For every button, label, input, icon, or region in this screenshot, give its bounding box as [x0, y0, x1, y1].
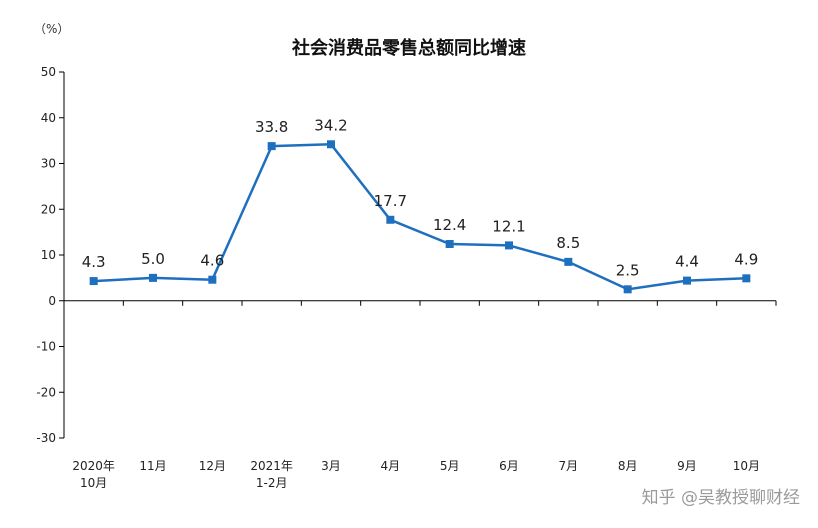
x-tick-label: 8月	[618, 459, 638, 473]
watermark: 知乎 @吴教授聊财经	[641, 488, 800, 508]
data-label: 4.6	[200, 252, 224, 270]
data-point	[267, 142, 276, 151]
data-point	[623, 285, 632, 294]
data-label: 5.0	[141, 250, 165, 268]
x-tick-label: 2021年 1-2月	[250, 459, 293, 490]
data-label: 12.4	[433, 216, 466, 234]
x-tick-label: 4月	[381, 459, 401, 473]
x-tick-label: 11月	[139, 459, 166, 473]
x-tick-label: 7月	[559, 459, 579, 473]
data-label: 12.1	[492, 217, 525, 235]
data-point	[386, 215, 395, 224]
series	[89, 140, 751, 294]
x-tick-label: 2020年 10月	[72, 459, 115, 490]
y-tick-label: -10	[36, 340, 56, 354]
series-line	[93, 143, 747, 291]
y-tick-label: -30	[36, 431, 56, 445]
data-point	[89, 277, 98, 286]
x-tick-label: 9月	[677, 459, 697, 473]
data-labels: 4.3 5.0 4.6 33.8 34.2 17.7 12.4 12.1 8.5 2.5 4.4 4.…	[82, 116, 759, 279]
y-tick-label: -20	[36, 385, 56, 399]
x-tick-label: 5月	[440, 459, 460, 473]
data-point	[742, 274, 751, 283]
y-tick-label: 10	[41, 248, 56, 262]
data-point	[149, 273, 157, 282]
x-tick-label: 12月	[199, 459, 226, 473]
x-tick-label: 6月	[499, 459, 519, 473]
data-label: 17.7	[374, 192, 407, 210]
data-label: 4.4	[675, 253, 699, 271]
data-label: 8.5	[556, 234, 580, 252]
y-tick-label: 40	[41, 111, 56, 125]
y-tick-label: 50	[41, 65, 56, 79]
x-axis-ticks: 2020年 10月 11月 12月 2021年 1-2月 3月 4月 5月 6月 7月 8月 9月 10月	[63, 300, 777, 490]
x-tick-label: 10月	[733, 459, 760, 473]
chart-title: 社会消费品零售总额同比增速	[292, 38, 526, 59]
data-point	[505, 241, 513, 250]
y-axis-ticks: 50 40 30 20 10 0 -10 -20 -30	[36, 65, 64, 445]
y-tick-label: 0	[48, 294, 56, 308]
y-tick-label: 30	[41, 157, 56, 171]
data-point	[564, 257, 573, 266]
data-point	[683, 276, 691, 285]
data-point	[445, 240, 454, 249]
axes	[63, 72, 776, 438]
data-label: 4.3	[82, 253, 106, 271]
data-label: 2.5	[616, 261, 640, 279]
data-label: 34.2	[314, 116, 347, 134]
data-label: 4.9	[734, 250, 758, 268]
x-tick-label: 3月	[321, 459, 341, 473]
y-axis-unit-label: （%）	[34, 22, 70, 36]
data-label: 33.8	[255, 118, 288, 136]
data-point	[327, 140, 335, 149]
data-point	[208, 275, 217, 284]
y-tick-label: 20	[41, 202, 56, 216]
